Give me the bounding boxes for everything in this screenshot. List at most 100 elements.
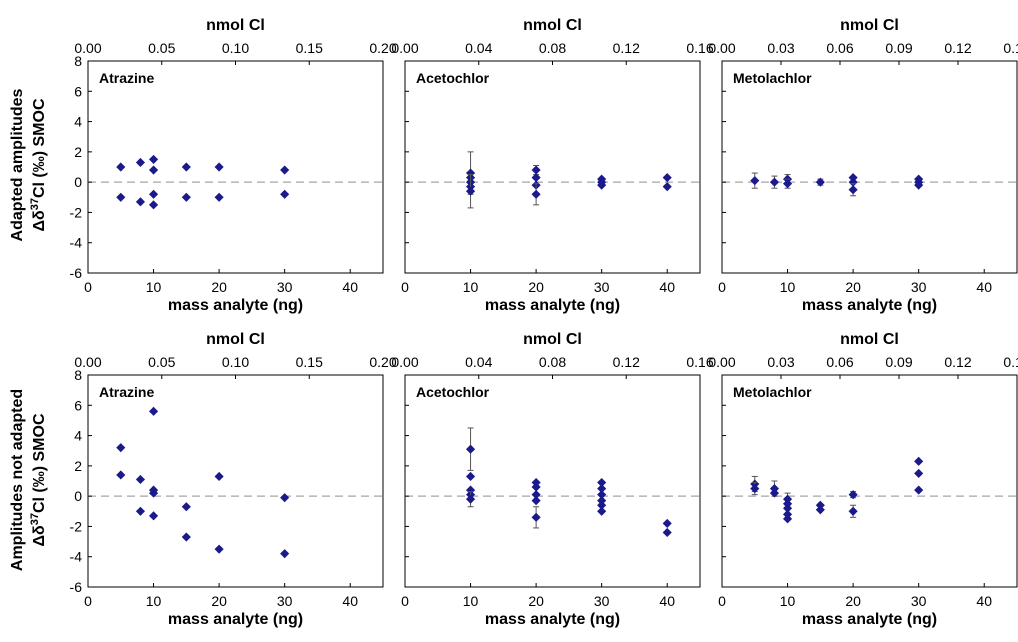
compound-label: Atrazine — [99, 70, 154, 86]
y-tick-label: -4 — [70, 549, 83, 565]
y-tick-label: 2 — [74, 458, 82, 474]
x2-axis-title: nmol Cl — [523, 331, 582, 348]
data-point — [769, 177, 780, 187]
data-point — [815, 505, 825, 515]
panel-acetochlor-not-adapted: 0 10 20 30 40 0.00 0.04 0.08 0.12 0.16 nmol Cl mass… — [391, 331, 713, 628]
data-point — [750, 176, 760, 186]
data-point — [465, 494, 476, 504]
data-point — [597, 506, 607, 516]
x2-tick-label: 0.00 — [391, 40, 418, 56]
compound-label: Atrazine — [99, 384, 154, 400]
row-label-top-sup: 37 — [29, 198, 41, 210]
x2-tick-label: 0.00 — [74, 354, 101, 370]
x-tick-label: 10 — [463, 279, 479, 295]
y-tick-label: 4 — [74, 114, 82, 130]
data-point — [662, 527, 672, 538]
plot-frame — [721, 60, 1018, 274]
data-point — [662, 173, 672, 183]
data-point — [750, 484, 760, 494]
x2-tick-label: 0.20 — [369, 354, 396, 370]
data-point — [914, 180, 924, 190]
data-point — [116, 192, 126, 202]
data-point — [135, 506, 146, 516]
data-point — [148, 154, 159, 164]
data-point — [531, 496, 541, 506]
data-point — [148, 200, 159, 210]
data-point — [280, 549, 290, 559]
x2-tick-label: 0.16 — [686, 354, 713, 370]
data-point — [848, 490, 858, 500]
x-tick-label: 40 — [342, 593, 358, 609]
data-point — [135, 197, 146, 207]
panel-acetochlor-adapted: 0 10 20 30 40 0.00 0.04 0.08 0.12 0.16 nmol Cl mass… — [391, 17, 713, 314]
y-tick-label: 0 — [74, 174, 82, 190]
row-label-bottom-sup: 37 — [29, 513, 41, 525]
x2-tick-label: 0.15 — [1003, 354, 1018, 370]
data-point — [914, 485, 924, 495]
compound-label: Metolachlor — [733, 70, 812, 86]
panel-metolachlor-adapted: 0 10 20 30 40 0.00 0.03 0.06 0.09 0.12 0.15 nmol Cl… — [708, 17, 1018, 314]
x2-tick-label: 0.09 — [885, 354, 912, 370]
x-tick-label: 30 — [911, 593, 927, 609]
data-point — [148, 488, 159, 498]
y-tick-label: 6 — [74, 397, 82, 413]
x-tick-label: 0 — [718, 593, 726, 609]
x2-tick-label: 0.04 — [465, 40, 492, 56]
x2-tick-label: 0.00 — [74, 40, 101, 56]
data-point — [181, 532, 191, 542]
data-point — [116, 162, 126, 172]
x2-tick-label: 0.12 — [944, 354, 971, 370]
panel-atrazine-not-adapted: -6 -4 -2 0 2 4 6 8 0 10 20 30 40 0.00 0.05 0.10 0.15 0.20… — [70, 331, 397, 628]
data-point — [531, 189, 541, 199]
x-tick-label: 0 — [84, 593, 92, 609]
x2-tick-label: 0.08 — [539, 40, 566, 56]
data-point — [148, 189, 159, 199]
x2-tick-label: 0.05 — [148, 354, 175, 370]
row-label-top-suffix: Cl (‰) SMOC — [31, 98, 48, 198]
x-tick-label: 20 — [528, 279, 544, 295]
x-axis-title: mass analyte (ng) — [485, 297, 620, 314]
y-tick-label: -2 — [70, 518, 83, 534]
x2-tick-label: 0.15 — [296, 354, 323, 370]
x-tick-label: 10 — [146, 593, 162, 609]
x-tick-label: 20 — [845, 279, 861, 295]
x2-tick-label: 0.00 — [391, 354, 418, 370]
data-point — [214, 192, 224, 202]
data-point — [782, 179, 793, 189]
x2-tick-label: 0.10 — [222, 40, 249, 56]
row-label-bottom: Amplitudes not adapted Δδ37Cl (‰) SMOC — [9, 389, 48, 571]
y-tick-label: 2 — [74, 144, 82, 160]
x-tick-label: 10 — [780, 279, 796, 295]
row-label-bottom-line2: Δδ37Cl (‰) SMOC — [29, 413, 48, 546]
row-label-top: Adapted amplitudes Δδ37Cl (‰) SMOC — [9, 88, 48, 241]
data-point — [848, 506, 858, 516]
x-tick-label: 30 — [277, 593, 293, 609]
x-axis-title: mass analyte (ng) — [802, 611, 937, 628]
x2-axis-title: nmol Cl — [840, 331, 899, 348]
plot-frame — [404, 60, 701, 274]
x-tick-label: 30 — [911, 279, 927, 295]
x-tick-label: 10 — [780, 593, 796, 609]
data-point — [662, 182, 672, 192]
x2-tick-label: 0.15 — [1003, 40, 1018, 56]
compound-label: Acetochlor — [416, 70, 490, 86]
x-tick-label: 40 — [976, 593, 992, 609]
data-point — [214, 544, 224, 554]
data-point — [135, 474, 146, 485]
data-point — [531, 512, 541, 522]
data-point — [597, 180, 607, 190]
y-tick-label: 6 — [74, 83, 82, 99]
data-point — [531, 165, 541, 175]
y-tick-label: -4 — [70, 235, 83, 251]
x2-tick-label: 0.04 — [465, 354, 492, 370]
compound-label: Metolachlor — [733, 384, 812, 400]
x2-tick-label: 0.05 — [148, 40, 175, 56]
data-point — [465, 444, 476, 454]
data-point — [662, 518, 672, 528]
y-tick-label: 0 — [74, 488, 82, 504]
y-tick-label: 4 — [74, 428, 82, 444]
x-tick-label: 30 — [594, 279, 610, 295]
x2-tick-label: 0.09 — [885, 40, 912, 56]
data-point — [148, 511, 159, 521]
